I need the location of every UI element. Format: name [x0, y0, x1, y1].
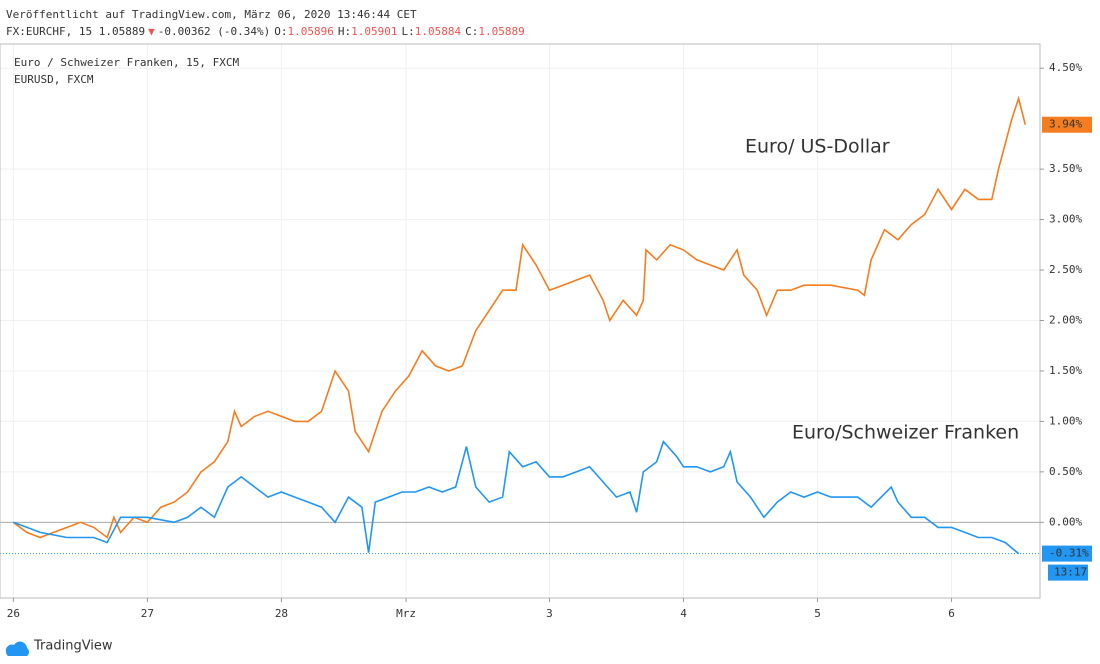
y-tick-label: 1.00% — [1049, 414, 1082, 427]
ohlc-value: 1.05884 — [415, 25, 462, 38]
last-value-label: 3.94% — [1049, 118, 1082, 131]
ohlc-value: 1.05889 — [478, 25, 524, 38]
x-tick-label: 6 — [948, 607, 955, 620]
x-tick-label: 26 — [7, 607, 20, 620]
annotation: Euro/ US-Dollar — [745, 136, 890, 158]
quote-line: FX:EURCHF, 15 1.05889 ▼ -0.00362 (-0.34%) O… — [6, 25, 525, 38]
y-tick-label: 2.00% — [1049, 313, 1082, 326]
y-tick-label: 3.00% — [1049, 213, 1082, 226]
change: -0.00362 (-0.34%) — [158, 25, 271, 38]
symbol: FX:EURCHF, 15 1.05889 — [6, 25, 145, 38]
countdown: 13:17 — [1054, 566, 1087, 579]
y-tick-label: 0.50% — [1049, 465, 1082, 478]
annotation: Euro/Schweizer Franken — [792, 422, 1019, 444]
x-tick-label: 3 — [546, 607, 553, 620]
y-tick-label: 2.50% — [1049, 263, 1082, 276]
series-line — [12, 95, 1027, 539]
y-tick-label: 0.00% — [1049, 515, 1082, 528]
ohlc-value: 1.05896 — [288, 25, 334, 38]
y-tick-label: 1.50% — [1049, 364, 1082, 377]
legend-entry: EURUSD, FXCM — [14, 73, 94, 86]
x-tick-label: 27 — [141, 607, 154, 620]
series-line — [13, 440, 1020, 555]
down-arrow: ▼ — [148, 25, 155, 38]
last-value-box — [1042, 545, 1092, 562]
last-value-box — [1042, 116, 1092, 133]
last-value-label: -0.31% — [1049, 547, 1089, 560]
logo — [5, 641, 29, 656]
legend-entry: Euro / Schweizer Franken, 15, FXCM — [14, 56, 240, 69]
footer: TradingView — [33, 639, 113, 654]
ohlc-key: L: — [402, 25, 415, 38]
published: Veröffentlicht auf TradingView.com, März… — [6, 8, 417, 21]
ohlc-key: C: — [465, 25, 478, 38]
plot-border — [0, 43, 1041, 599]
x-tick-label: 5 — [814, 607, 821, 620]
ohlc-value: 1.05901 — [351, 25, 397, 38]
ohlc-key: H: — [338, 25, 351, 38]
y-tick-label: 4.50% — [1049, 61, 1082, 74]
x-tick-label: 4 — [680, 607, 687, 620]
countdown-box — [1048, 564, 1088, 581]
y-tick-label: 3.50% — [1049, 162, 1082, 175]
x-tick-label: 28 — [275, 607, 288, 620]
x-tick-label: Mrz — [396, 607, 416, 620]
plot — [0, 44, 1040, 598]
ohlc-key: O: — [274, 25, 287, 38]
